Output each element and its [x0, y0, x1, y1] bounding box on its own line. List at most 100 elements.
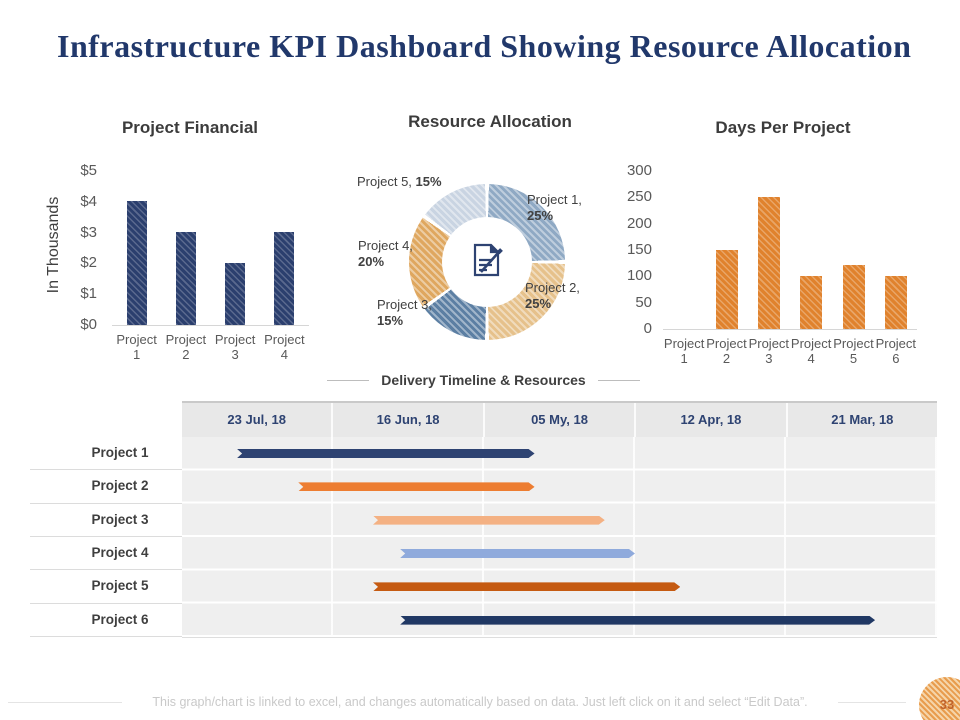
section-divider-line	[597, 379, 640, 381]
y-axis-tick: $0	[80, 315, 97, 333]
gantt-timeline-area	[182, 437, 937, 638]
chart-title: Resource Allocation	[408, 112, 572, 131]
page-number: 33	[939, 697, 955, 712]
gantt-header-cell: 12 Apr, 18	[634, 403, 785, 437]
x-axis-labels: Project 1 Project 2 Project 3 Project 4 Project 5…	[663, 336, 917, 366]
gantt-row-label: Project 5	[30, 570, 182, 604]
x-axis-label-line1: Project	[706, 336, 747, 351]
slide-title: Infrastructure KPI Dashboard Showing Res…	[57, 28, 912, 64]
x-axis-label: Project 4	[790, 336, 832, 366]
bar-project-3	[225, 263, 246, 325]
gantt-header-cell: 23 Jul, 18	[227, 412, 286, 427]
y-axis-tick: $1	[80, 285, 97, 303]
bar-project-2	[715, 249, 738, 329]
bar-project-4	[274, 232, 295, 325]
x-axis-label: Project 3	[748, 336, 790, 366]
slice-pct: 25%	[527, 208, 554, 223]
y-axis-ticks: 300 250 200 150 100 50 0	[618, 158, 652, 342]
x-axis-label-line2: 2	[722, 351, 731, 366]
footer-divider-line	[838, 702, 906, 703]
y-axis-tick: 100	[626, 267, 652, 285]
x-axis-label: Project 3	[211, 332, 260, 362]
x-axis-label-line1: Project	[165, 332, 207, 347]
gantt-bar-project-6	[400, 616, 875, 625]
y-axis-tick: $4	[80, 192, 97, 210]
gantt-row-label: Project 1	[30, 437, 182, 471]
section-title: Delivery Timeline & Resources	[381, 372, 586, 388]
gantt-bar-project-1	[237, 449, 534, 458]
donut-hole	[442, 217, 532, 307]
x-axis-label-line1: Project	[214, 332, 256, 347]
x-axis-label-line2: 1	[133, 347, 141, 362]
x-axis-label-line2: 1	[680, 351, 688, 366]
plot-area	[112, 171, 309, 326]
x-axis-labels: Project 1 Project 2 Project 3 Project 4	[112, 332, 309, 362]
section-divider-line	[327, 379, 370, 381]
gantt-row-label: Project 2	[30, 470, 182, 504]
x-axis-label-line2: 6	[892, 351, 900, 366]
bar-project-1	[126, 201, 147, 325]
bar-project-6	[884, 276, 907, 329]
x-axis-label: Project 1	[112, 332, 161, 362]
days-per-project-chart[interactable]: Days Per Project 300 250 200 150 100 50 0 Proj…	[618, 118, 948, 380]
x-axis-label-line1: Project	[875, 336, 917, 351]
gantt-header-cell: 21 Mar, 18	[785, 403, 937, 437]
x-axis-label-line2: 4	[807, 351, 815, 366]
gantt-row-label: Project 4	[30, 537, 182, 571]
slice-pct: 15%	[415, 174, 442, 189]
gantt-row-labels: Project 1 Project 2 Project 3 Project 4 Proj…	[30, 437, 182, 637]
x-axis-label-line1: Project	[833, 336, 874, 351]
y-axis-tick: $2	[80, 254, 97, 272]
resource-allocation-chart[interactable]: Resource Allocation Project 1, 25	[340, 112, 640, 368]
slice-label: Project 4, 20%	[358, 238, 413, 269]
x-axis-label-line1: Project	[116, 332, 157, 347]
x-axis-label-line2: 3	[765, 351, 773, 366]
y-axis-ticks: $5 $4 $3 $2 $1 $0	[40, 156, 97, 341]
gantt-header-cell: 16 Jun, 18	[331, 403, 482, 437]
y-axis-tick: 200	[626, 214, 652, 232]
gantt-bar-project-2	[298, 482, 534, 491]
x-axis-label: Project 4	[260, 332, 309, 362]
slice-pct: 15%	[377, 313, 404, 328]
x-axis-label-line2: 2	[182, 347, 190, 362]
donut-ring	[409, 184, 565, 340]
x-axis-label-line1: Project	[264, 332, 305, 347]
chart-title: Project Financial	[121, 118, 259, 137]
bar-project-4	[800, 276, 823, 329]
bar-project-2	[175, 232, 196, 325]
x-axis-label-line1: Project	[663, 336, 705, 351]
y-axis-tick: 250	[626, 188, 652, 206]
gantt-header-row: 23 Jul, 18 16 Jun, 18 05 My, 18 12 Apr, 18 2…	[182, 401, 937, 437]
y-axis-tick: 50	[635, 293, 652, 311]
slice-label: Project 1, 25%	[527, 192, 582, 223]
x-axis-label: Project 1	[663, 336, 705, 366]
bar-project-5	[842, 265, 865, 329]
project-financial-chart[interactable]: Project Financial In Thousands $5 $4 $3 $2 $…	[40, 118, 340, 380]
x-axis-label-line1: Project	[790, 336, 832, 351]
x-axis-label-line2: 5	[849, 351, 858, 366]
gantt-header-cell: 05 My, 18	[482, 403, 634, 437]
y-axis-tick: 300	[626, 162, 652, 179]
slice-label: Project 3, 15%	[377, 297, 432, 328]
slice-pct: 20%	[358, 254, 385, 269]
gantt-bar-project-4	[400, 549, 635, 558]
y-axis-tick: $3	[80, 223, 97, 241]
x-axis-label-line1: Project	[748, 336, 790, 351]
gantt-bar-project-5	[373, 582, 680, 591]
slice-pct: 25%	[525, 296, 552, 311]
slice-label: Project 5, 15%	[357, 174, 442, 189]
x-axis-label-line2: 4	[280, 347, 288, 362]
gantt-row-label: Project 3	[30, 504, 182, 537]
y-axis-tick: $5	[80, 162, 97, 179]
x-axis-label: Project 5	[832, 336, 874, 366]
gantt-bar-project-3	[373, 516, 605, 525]
section-header: Delivery Timeline & Resources	[30, 370, 937, 390]
slice-label: Project 2, 25%	[525, 280, 580, 311]
x-axis-label: Project 6	[875, 336, 917, 366]
delivery-timeline-gantt[interactable]: 23 Jul, 18 16 Jun, 18 05 My, 18 12 Apr, 18 2…	[30, 401, 937, 639]
document-edit-icon	[465, 238, 509, 287]
x-axis-label: Project 2	[705, 336, 747, 366]
gantt-row-label: Project 6	[30, 604, 182, 637]
plot-area	[663, 171, 917, 330]
